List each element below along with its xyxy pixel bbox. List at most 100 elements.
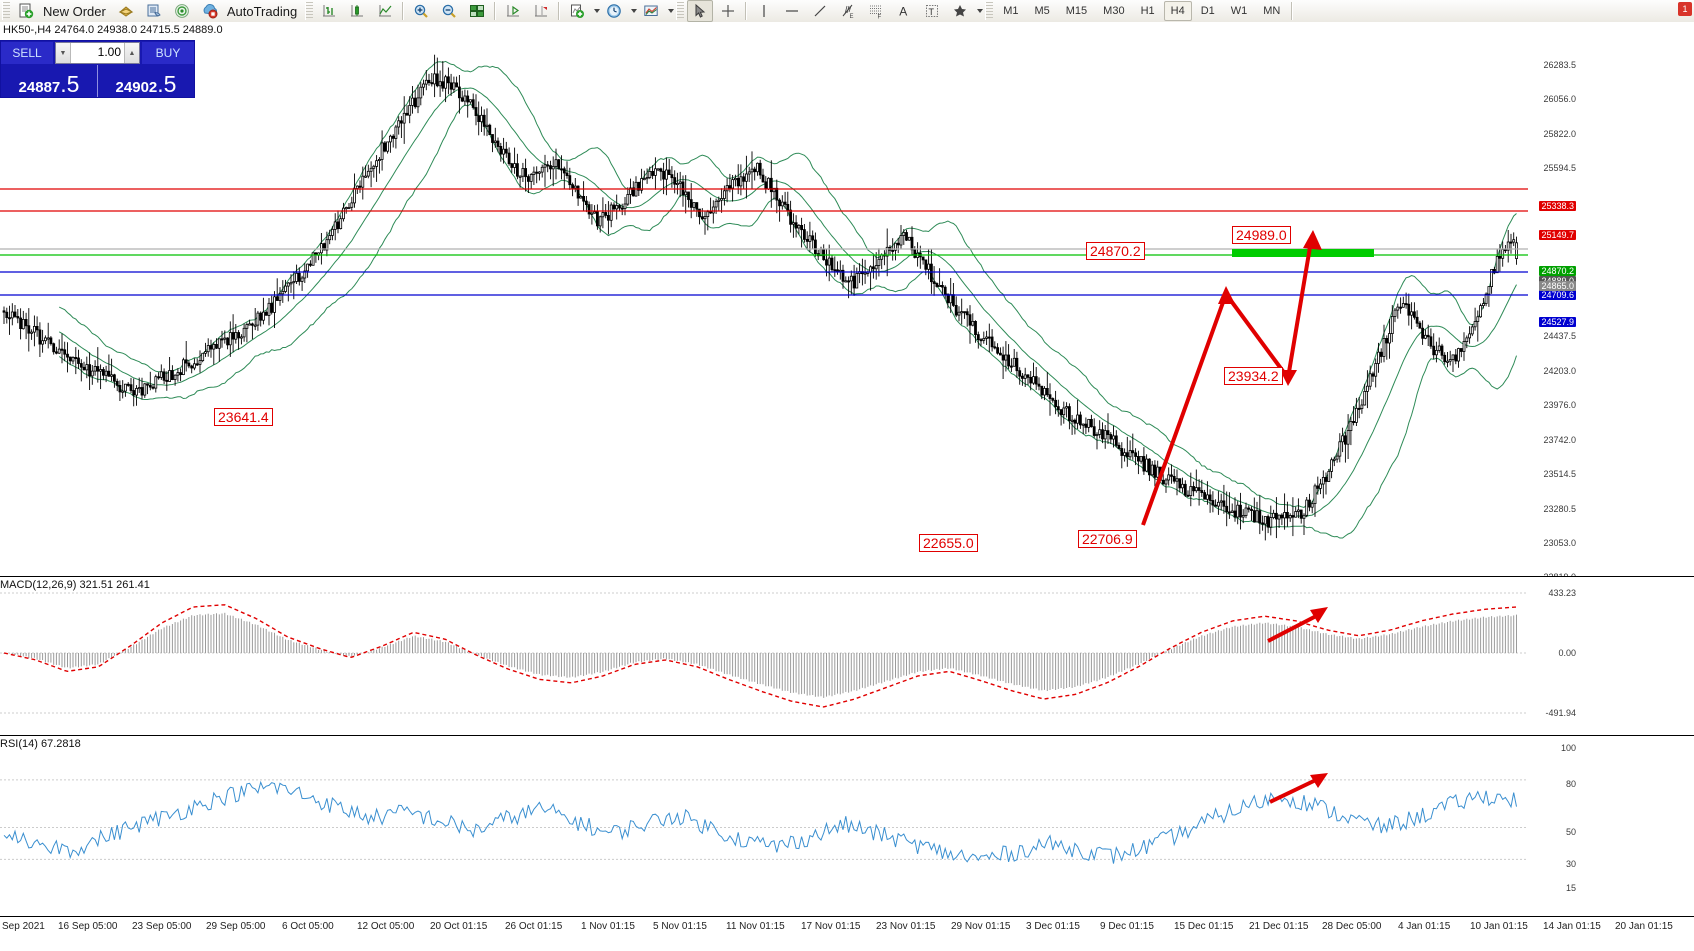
time-axis-label: 26 Oct 01:15 (505, 921, 563, 932)
price-annotation[interactable]: 23641.4 (214, 408, 273, 426)
cursor-icon[interactable] (687, 0, 714, 22)
price-tag: 25338.3 (1539, 201, 1576, 211)
price-annotation[interactable]: 23934.2 (1224, 367, 1283, 385)
add-indicator-chevron-down-icon[interactable] (594, 9, 601, 13)
tile-windows-icon[interactable] (464, 0, 490, 22)
vertical-line-icon[interactable] (751, 0, 777, 22)
time-axis-label: 17 Nov 01:15 (801, 921, 861, 932)
shapes-icon[interactable] (947, 0, 973, 22)
signals-icon[interactable] (169, 0, 195, 22)
timeframe-button-m30[interactable]: M30 (1103, 5, 1125, 17)
chevron-down-icon[interactable]: ▼ (56, 43, 71, 63)
macd-plot[interactable] (0, 577, 1528, 736)
line-chart-icon[interactable] (372, 0, 398, 22)
text-icon[interactable]: A (891, 0, 917, 22)
price-axis[interactable]: 26283.5 26056.0 25822.0 25594.5 25338.3 25149… (1528, 22, 1694, 617)
time-axis-label: 28 Dec 05:00 (1322, 921, 1382, 932)
zoom-in-icon[interactable] (408, 0, 434, 22)
notification-badge[interactable]: 1 (1678, 2, 1692, 16)
price-annotation[interactable]: 24870.2 (1086, 242, 1145, 260)
timeframe-button-w1[interactable]: W1 (1230, 5, 1248, 17)
macd-axis[interactable]: 433.23 0.00 -491.94 (1528, 577, 1694, 736)
toolbar-separator (402, 2, 405, 20)
data-window-icon[interactable] (141, 0, 167, 22)
macd-pane[interactable]: MACD(12,26,9) 321.51 261.41 433.23 0.00 -4… (0, 576, 1694, 736)
sell-price[interactable]: 24887.5 (1, 65, 97, 97)
toolbar-grip-2[interactable] (305, 2, 314, 20)
autotrading-icon[interactable] (197, 0, 223, 22)
price-pane[interactable]: 26283.5 26056.0 25822.0 25594.5 25338.3 25149… (0, 22, 1694, 617)
rsi-plot[interactable] (0, 736, 1528, 917)
elliott-wave-icon[interactable]: E (835, 0, 861, 22)
trendline-icon[interactable] (807, 0, 833, 22)
candlestick-chart-icon[interactable] (344, 0, 370, 22)
svg-text:F: F (878, 15, 882, 20)
price-annotation[interactable]: 24989.0 (1232, 226, 1291, 244)
price-annotation[interactable]: 22655.0 (919, 534, 978, 552)
add-indicator-icon[interactable] (564, 0, 590, 22)
chart-area[interactable]: 26283.5 26056.0 25822.0 25594.5 25338.3 25149… (0, 22, 1694, 951)
timeframe-button-m1[interactable]: M1 (1003, 5, 1019, 17)
rsi-pane[interactable]: RSI(14) 67.2818 100 80 50 30 15 (0, 735, 1694, 917)
bar-chart-icon[interactable] (316, 0, 342, 22)
timeframe-button-mn[interactable]: MN (1263, 5, 1281, 17)
symbol-ohlc-line: HK50-,H4 24764.0 24938.0 24715.5 24889.0 (3, 24, 223, 36)
time-axis[interactable]: Sep 2021 16 Sep 05:00 23 Sep 05:00 29 Sep 0… (0, 916, 1694, 951)
zoom-out-icon[interactable] (436, 0, 462, 22)
fibonacci-icon[interactable]: F (863, 0, 889, 22)
auto-scroll-icon[interactable] (528, 0, 554, 22)
timeframes-chevron-down-icon[interactable] (631, 9, 638, 13)
oct-controls-row: SELL ▼ 1.00 ▲ BUY (1, 41, 194, 65)
sell-price-fraction: .5 (60, 71, 80, 98)
macd-axis-label: -491.94 (1545, 708, 1576, 718)
rsi-axis[interactable]: 100 80 50 30 15 (1528, 736, 1694, 917)
macd-axis-label: 0.00 (1558, 648, 1576, 658)
svg-text:T: T (929, 7, 935, 17)
price-axis-label: 23976.0 (1543, 400, 1576, 410)
horizontal-line-icon[interactable] (779, 0, 805, 22)
timeframe-button-m15[interactable]: M15 (1065, 5, 1088, 17)
price-axis-label: 25594.5 (1543, 163, 1576, 173)
time-axis-label: 3 Dec 01:15 (1026, 921, 1080, 932)
volume-stepper[interactable]: ▼ 1.00 ▲ (55, 42, 140, 64)
timeframe-button-h4[interactable]: H4 (1163, 1, 1192, 21)
templates-icon[interactable] (638, 0, 664, 22)
text-label-icon[interactable]: T (919, 0, 945, 22)
time-axis-label: 9 Dec 01:15 (1100, 921, 1154, 932)
timeframe-button-h1[interactable]: H1 (1140, 5, 1155, 17)
templates-chevron-down-icon[interactable] (668, 9, 675, 13)
price-chart-svg (0, 54, 1528, 541)
new-order-label[interactable]: New Order (43, 3, 106, 19)
price-annotation[interactable]: 22706.9 (1078, 530, 1137, 548)
chart-shift-icon[interactable] (500, 0, 526, 22)
toolbar-separator-5 (1291, 2, 1294, 20)
volume-value[interactable]: 1.00 (97, 45, 121, 59)
toolbar-grip-4[interactable] (985, 2, 994, 20)
shapes-chevron-down-icon[interactable] (977, 9, 984, 13)
sell-button[interactable]: SELL (1, 42, 53, 64)
toolbar-grip-3[interactable] (676, 2, 685, 20)
autotrading-label[interactable]: AutoTrading (226, 3, 298, 19)
timeframe-button-d1[interactable]: D1 (1200, 5, 1215, 17)
buy-button[interactable]: BUY (142, 42, 194, 64)
price-axis-label: 26283.5 (1543, 60, 1576, 70)
expert-advisors-icon[interactable] (113, 0, 139, 22)
price-axis-label: 26056.0 (1543, 94, 1576, 104)
chevron-up-icon[interactable]: ▲ (124, 43, 139, 63)
toolbar-grip[interactable] (2, 2, 10, 20)
one-click-trading-panel[interactable]: SELL ▼ 1.00 ▲ BUY 24887.5 24902.5 (0, 40, 195, 98)
price-plot[interactable] (0, 22, 1528, 576)
buy-price[interactable]: 24902.5 (98, 65, 194, 97)
timeframes-icon[interactable] (601, 0, 627, 22)
time-axis-label: 5 Nov 01:15 (653, 921, 707, 932)
toolbar-separator-2 (494, 2, 497, 20)
time-axis-label: 6 Oct 05:00 (282, 921, 334, 932)
crosshair-icon[interactable] (715, 0, 741, 22)
macd-chart-svg (0, 592, 1528, 714)
new-order-icon[interactable] (13, 0, 39, 22)
svg-text:A: A (899, 5, 907, 19)
price-axis-label: 24203.0 (1543, 366, 1576, 376)
time-axis-label: 12 Oct 05:00 (357, 921, 415, 932)
timeframe-button-m5[interactable]: M5 (1034, 5, 1050, 17)
